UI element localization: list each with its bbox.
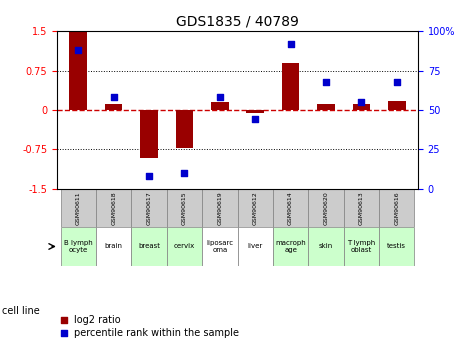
FancyBboxPatch shape xyxy=(273,189,308,227)
Point xyxy=(60,330,68,335)
Bar xyxy=(105,104,123,110)
Bar xyxy=(211,102,228,110)
FancyBboxPatch shape xyxy=(379,189,415,227)
Bar xyxy=(352,104,370,110)
Bar xyxy=(247,110,264,112)
FancyBboxPatch shape xyxy=(238,227,273,266)
Point xyxy=(145,174,153,179)
Point xyxy=(358,99,365,105)
Bar xyxy=(140,110,158,158)
FancyBboxPatch shape xyxy=(96,189,131,227)
Text: GSM90620: GSM90620 xyxy=(323,191,329,225)
FancyBboxPatch shape xyxy=(238,189,273,227)
Text: GSM90618: GSM90618 xyxy=(111,191,116,225)
FancyBboxPatch shape xyxy=(308,227,344,266)
FancyBboxPatch shape xyxy=(202,189,238,227)
Text: GSM90615: GSM90615 xyxy=(182,191,187,225)
FancyBboxPatch shape xyxy=(96,227,131,266)
Point xyxy=(110,95,117,100)
Bar xyxy=(388,100,406,110)
FancyBboxPatch shape xyxy=(131,227,167,266)
Text: T lymph
oblast: T lymph oblast xyxy=(347,240,376,253)
Text: log2 ratio: log2 ratio xyxy=(74,315,120,325)
FancyBboxPatch shape xyxy=(202,227,238,266)
Point xyxy=(216,95,224,100)
Text: cervix: cervix xyxy=(174,244,195,249)
Bar xyxy=(69,31,87,110)
FancyBboxPatch shape xyxy=(308,189,344,227)
FancyBboxPatch shape xyxy=(344,227,379,266)
FancyBboxPatch shape xyxy=(131,189,167,227)
Text: liver: liver xyxy=(247,244,263,249)
Point xyxy=(60,317,68,323)
FancyBboxPatch shape xyxy=(167,227,202,266)
Text: GSM90614: GSM90614 xyxy=(288,191,293,225)
Text: testis: testis xyxy=(387,244,406,249)
Point xyxy=(287,41,294,47)
Text: GSM90617: GSM90617 xyxy=(146,191,152,225)
FancyBboxPatch shape xyxy=(60,189,96,227)
Text: cell line: cell line xyxy=(2,306,40,315)
Text: GSM90611: GSM90611 xyxy=(76,191,81,225)
Text: liposarc
oma: liposarc oma xyxy=(206,240,233,253)
Text: brain: brain xyxy=(104,244,123,249)
Text: breast: breast xyxy=(138,244,160,249)
Text: macroph
age: macroph age xyxy=(275,240,306,253)
Text: B lymph
ocyte: B lymph ocyte xyxy=(64,240,93,253)
Text: GSM90613: GSM90613 xyxy=(359,191,364,225)
Point xyxy=(75,47,82,53)
Title: GDS1835 / 40789: GDS1835 / 40789 xyxy=(176,14,299,29)
Text: GSM90619: GSM90619 xyxy=(217,191,222,225)
Bar xyxy=(176,110,193,148)
Point xyxy=(180,170,188,176)
Point xyxy=(393,79,400,84)
Bar xyxy=(317,104,335,110)
Bar xyxy=(282,63,299,110)
FancyBboxPatch shape xyxy=(344,189,379,227)
FancyBboxPatch shape xyxy=(379,227,415,266)
FancyBboxPatch shape xyxy=(273,227,308,266)
FancyBboxPatch shape xyxy=(167,189,202,227)
Point xyxy=(251,117,259,122)
Text: GSM90612: GSM90612 xyxy=(253,191,258,225)
FancyBboxPatch shape xyxy=(60,227,96,266)
Text: percentile rank within the sample: percentile rank within the sample xyxy=(74,328,238,337)
Text: skin: skin xyxy=(319,244,333,249)
Point xyxy=(322,79,330,84)
Text: GSM90616: GSM90616 xyxy=(394,191,399,225)
